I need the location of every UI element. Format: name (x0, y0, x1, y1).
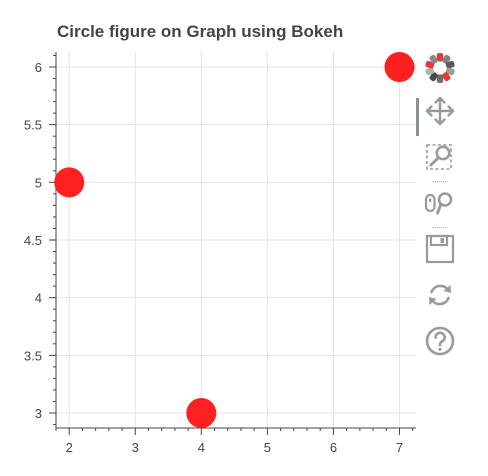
logo-petal (436, 74, 444, 83)
logo-petal (436, 53, 444, 62)
bokeh-logo-icon[interactable] (422, 50, 458, 86)
active-tool-indicator (416, 98, 419, 136)
y-tick-label-1: 3.5 (24, 348, 42, 363)
x-tick-label-4: 6 (330, 440, 337, 455)
box-zoom-icon[interactable] (422, 139, 458, 175)
logo-petal (429, 72, 438, 82)
chart-title: Circle figure on Graph using Bokeh (57, 22, 344, 41)
x-tick-label-2: 4 (198, 440, 205, 455)
logo-petal (425, 60, 435, 69)
logo-petal (429, 54, 438, 64)
y-tick-label-3: 4.5 (24, 233, 42, 248)
y-tick-label-2: 4 (35, 291, 42, 306)
logo-petal (425, 67, 435, 76)
logo-petal (445, 67, 455, 76)
reset-icon[interactable] (422, 277, 458, 313)
logo-petal (442, 72, 451, 82)
logo-petal (445, 60, 455, 69)
toolbar (416, 48, 466, 368)
pan-icon[interactable] (422, 93, 458, 129)
logo-petal (442, 54, 451, 64)
y-tick-label-5: 5.5 (24, 118, 42, 133)
x-tick-label-3: 5 (264, 440, 271, 455)
y-tick-label-6: 6 (35, 60, 42, 75)
data-point-2 (384, 51, 415, 82)
wheel-zoom-icon[interactable] (422, 185, 458, 221)
y-tick-label-0: 3 (35, 406, 42, 421)
x-tick-label-0: 2 (66, 440, 73, 455)
help-icon[interactable] (422, 323, 458, 359)
axes: 2 3 4 5 6 7 3 3.5 4 4.5 5 5.5 6 (24, 52, 416, 455)
toolbar-separator (432, 227, 448, 228)
save-icon[interactable] (422, 231, 458, 267)
toolbar-separator (432, 181, 448, 182)
data-point-1 (186, 398, 217, 429)
x-tick-label-5: 7 (396, 440, 403, 455)
scatter-points (54, 51, 415, 429)
y-tick-label-4: 5 (35, 175, 42, 190)
x-tick-label-1: 3 (132, 440, 139, 455)
grid-lines (56, 52, 416, 428)
data-point-0 (54, 167, 85, 198)
